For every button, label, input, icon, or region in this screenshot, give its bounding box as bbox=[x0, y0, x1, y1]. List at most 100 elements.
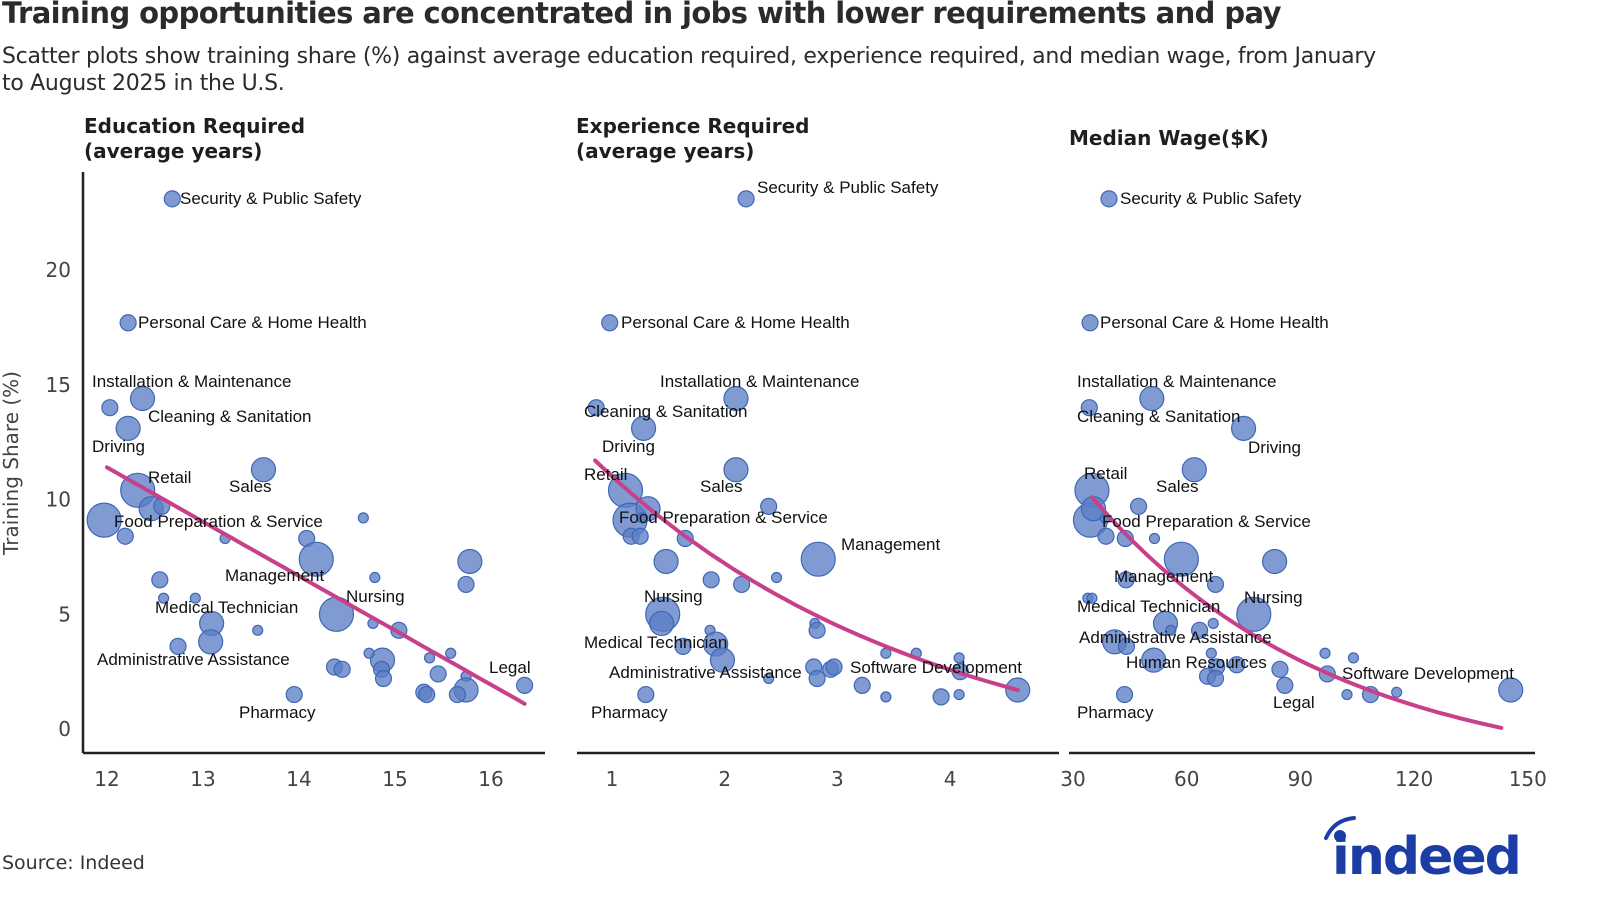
data-point[interactable] bbox=[445, 647, 457, 659]
data-point[interactable] bbox=[631, 527, 649, 545]
data-point[interactable] bbox=[333, 660, 351, 678]
data-point[interactable] bbox=[369, 571, 381, 584]
data-point[interactable] bbox=[457, 575, 475, 594]
data-point[interactable] bbox=[1139, 385, 1165, 412]
data-point[interactable] bbox=[357, 512, 369, 524]
data-point[interactable] bbox=[151, 571, 169, 589]
data-point[interactable] bbox=[648, 610, 675, 637]
data-point[interactable] bbox=[86, 502, 122, 538]
data-point[interactable] bbox=[932, 688, 950, 706]
data-point[interactable] bbox=[653, 548, 679, 575]
data-point[interactable] bbox=[129, 385, 156, 412]
data-point[interactable] bbox=[880, 691, 892, 703]
data-point[interactable] bbox=[770, 571, 783, 584]
point-label: Retail bbox=[148, 468, 191, 487]
data-point[interactable] bbox=[702, 571, 720, 589]
data-point[interactable] bbox=[423, 652, 436, 664]
data-point[interactable] bbox=[1205, 647, 1217, 659]
data-point[interactable] bbox=[636, 512, 649, 524]
data-point[interactable] bbox=[723, 385, 749, 412]
data-point[interactable] bbox=[800, 541, 836, 577]
data-point[interactable] bbox=[808, 669, 826, 688]
data-point[interactable] bbox=[1086, 592, 1098, 604]
point-label: Management bbox=[1114, 567, 1214, 586]
data-point[interactable] bbox=[1276, 676, 1294, 694]
data-point[interactable] bbox=[737, 190, 755, 208]
data-point[interactable] bbox=[1081, 314, 1099, 332]
data-point[interactable] bbox=[198, 629, 224, 655]
data-point[interactable] bbox=[1262, 548, 1288, 575]
data-point[interactable] bbox=[374, 669, 393, 688]
data-point[interactable] bbox=[285, 685, 303, 704]
data-point[interactable] bbox=[630, 415, 657, 441]
data-point[interactable] bbox=[825, 658, 843, 676]
data-point[interactable] bbox=[163, 190, 181, 208]
data-point[interactable] bbox=[723, 457, 749, 483]
data-point[interactable] bbox=[1236, 596, 1272, 632]
data-point[interactable] bbox=[418, 685, 436, 704]
data-point[interactable] bbox=[1129, 497, 1148, 515]
data-point[interactable] bbox=[953, 652, 965, 664]
data-point[interactable] bbox=[119, 314, 137, 332]
data-point[interactable] bbox=[1148, 532, 1161, 545]
data-point[interactable] bbox=[1206, 669, 1225, 688]
data-point[interactable] bbox=[250, 457, 277, 483]
point-label: Administrative Assistance bbox=[1079, 628, 1272, 647]
y-tick-label: 0 bbox=[58, 717, 71, 741]
data-point[interactable] bbox=[1206, 575, 1225, 594]
panel-wage: 30 60 90 120 150 Security & Public Safety Pers… bbox=[1060, 189, 1547, 791]
data-point[interactable] bbox=[674, 637, 692, 655]
data-point[interactable] bbox=[429, 665, 447, 683]
data-point[interactable] bbox=[1391, 686, 1403, 698]
data-point[interactable] bbox=[116, 527, 134, 545]
data-point[interactable] bbox=[853, 676, 871, 694]
data-point[interactable] bbox=[953, 688, 965, 701]
data-point[interactable] bbox=[1080, 399, 1098, 417]
data-point[interactable] bbox=[763, 672, 775, 685]
data-point[interactable] bbox=[1165, 624, 1177, 636]
point-label: Nursing bbox=[1244, 588, 1303, 607]
data-point[interactable] bbox=[1207, 617, 1219, 630]
data-point[interactable] bbox=[298, 541, 334, 577]
x-tick-label: 13 bbox=[190, 767, 215, 791]
data-point[interactable] bbox=[601, 314, 619, 332]
point-label: Security & Public Safety bbox=[1120, 189, 1302, 208]
data-point[interactable] bbox=[1341, 688, 1353, 701]
data-point[interactable] bbox=[1271, 660, 1289, 678]
data-point[interactable] bbox=[115, 415, 141, 441]
data-point[interactable] bbox=[1116, 529, 1134, 548]
data-point[interactable] bbox=[1230, 415, 1257, 441]
data-point[interactable] bbox=[1347, 652, 1360, 664]
data-point[interactable] bbox=[1097, 527, 1115, 545]
data-point[interactable] bbox=[158, 592, 170, 604]
data-point[interactable] bbox=[760, 497, 778, 515]
data-point[interactable] bbox=[1100, 190, 1118, 208]
data-point[interactable] bbox=[1117, 637, 1136, 655]
data-point[interactable] bbox=[637, 685, 655, 704]
data-point[interactable] bbox=[587, 399, 605, 417]
data-point[interactable] bbox=[1163, 541, 1199, 577]
data-point[interactable] bbox=[709, 647, 736, 673]
point-label: Cleaning & Sanitation bbox=[584, 402, 748, 421]
data-point[interactable] bbox=[363, 647, 375, 659]
data-point[interactable] bbox=[1498, 677, 1524, 703]
data-point[interactable] bbox=[1141, 647, 1167, 673]
point-label: Sales bbox=[700, 477, 743, 496]
data-point[interactable] bbox=[169, 637, 187, 655]
data-point[interactable] bbox=[101, 399, 119, 417]
data-point[interactable] bbox=[1117, 571, 1135, 589]
data-point[interactable] bbox=[189, 592, 201, 604]
data-point[interactable] bbox=[1190, 621, 1209, 639]
data-point[interactable] bbox=[457, 548, 483, 575]
data-point[interactable] bbox=[1115, 685, 1134, 704]
data-point[interactable] bbox=[1181, 457, 1207, 483]
data-point[interactable] bbox=[808, 621, 826, 639]
x-tick-label: 3 bbox=[831, 767, 844, 791]
x-tick-label: 1 bbox=[606, 767, 619, 791]
data-point[interactable] bbox=[1228, 656, 1246, 674]
data-point[interactable] bbox=[252, 624, 264, 636]
data-point[interactable] bbox=[515, 676, 534, 694]
data-point[interactable] bbox=[448, 685, 466, 704]
data-point[interactable] bbox=[1319, 647, 1331, 659]
